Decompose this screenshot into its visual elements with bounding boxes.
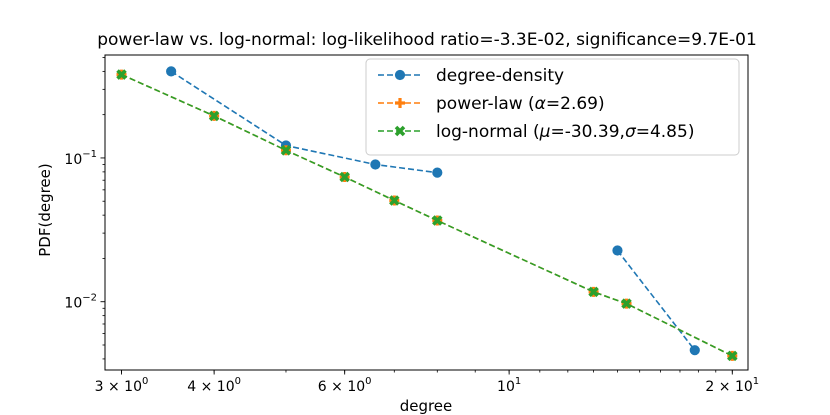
x-tick-label: 4 × 100 [187, 376, 241, 395]
chart-title: power-law vs. log-normal: log-likelihood… [97, 30, 757, 50]
legend-marker [395, 98, 405, 108]
x-axis-label: degree [400, 397, 453, 415]
data-point [612, 245, 623, 256]
data-point [208, 110, 220, 122]
legend-label: power-law (α=2.69) [436, 94, 605, 114]
legend-label: degree-density [436, 66, 564, 86]
legend-box [365, 58, 740, 156]
plot-frame [104, 54, 749, 371]
x-tick-label: 2 × 101 [705, 376, 759, 395]
data-point [727, 350, 738, 362]
legend: degree-density power-law (α=2.69) log-norm… [365, 58, 740, 156]
plot-area: 3 × 100 4 × 100 6 × 100 101 2 × 101 10−2 10−1 [64, 54, 759, 395]
series-line [616, 250, 696, 351]
data-point [280, 145, 292, 156]
data-point [339, 171, 350, 183]
legend-marker [394, 69, 406, 81]
data-point [621, 298, 632, 309]
data-point [116, 69, 127, 80]
data-point [370, 159, 381, 170]
legend-label: log-normal (μ=-30.39,σ=4.85) [436, 122, 694, 142]
x-tick-label: 6 × 100 [318, 376, 372, 395]
series-2 [116, 69, 738, 362]
data-point [389, 195, 400, 206]
series-0 [166, 66, 700, 356]
series-line [170, 70, 438, 174]
data-point [432, 167, 443, 178]
y-tick-label: 10−2 [64, 293, 97, 312]
y-axis-label: PDF(degree) [36, 163, 54, 257]
y-tick-label: 10−1 [64, 149, 97, 168]
data-point [166, 66, 177, 77]
data-point [689, 345, 700, 356]
legend-marker [394, 125, 406, 137]
x-tick-label: 101 [497, 376, 521, 395]
x-tick-label: 3 × 100 [95, 376, 149, 395]
data-point [432, 215, 443, 226]
data-point [588, 286, 599, 298]
